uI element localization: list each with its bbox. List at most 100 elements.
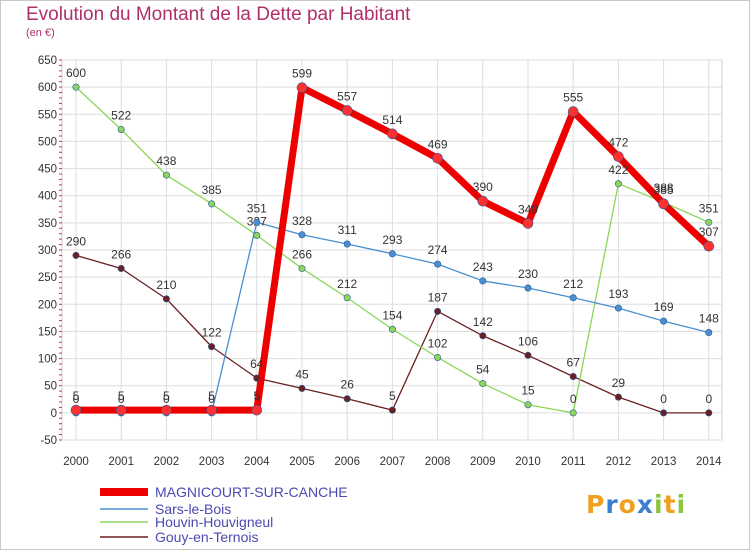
data-point-magnicourt-sur-canche <box>296 82 308 93</box>
y-tick-label: 650 <box>38 55 57 67</box>
data-label-magnicourt-sur-canche: 555 <box>563 91 583 105</box>
data-label-gouy-en-ternois: 45 <box>295 367 309 381</box>
x-tick-label: 2011 <box>561 456 586 468</box>
data-point-houvin-houvigneul <box>479 380 487 388</box>
y-tick-label: 400 <box>38 191 57 203</box>
data-label-sars-le-bois: 243 <box>473 260 493 274</box>
x-tick-label: 2014 <box>696 456 722 468</box>
data-label-sars-le-bois: 293 <box>382 233 402 247</box>
data-label-houvin-houvigneul: 266 <box>292 247 312 261</box>
data-point-houvin-houvigneul <box>434 353 442 361</box>
data-label-gouy-en-ternois: 187 <box>428 290 448 304</box>
data-label-houvin-houvigneul: 522 <box>111 108 131 122</box>
x-tick-label: 2001 <box>108 456 134 468</box>
data-label-sars-le-bois: 148 <box>699 312 719 326</box>
data-point-gouy-en-ternois <box>524 351 532 359</box>
data-label-magnicourt-sur-canche: 469 <box>428 137 448 151</box>
data-label-sars-le-bois: 230 <box>518 267 538 281</box>
data-label-sars-le-bois: 0 <box>163 392 170 406</box>
data-point-gouy-en-ternois <box>388 406 396 414</box>
x-tick-label: 2005 <box>289 456 315 468</box>
data-label-gouy-en-ternois: 266 <box>111 247 131 261</box>
proxiti-logo: Proxiti <box>586 490 686 519</box>
x-tick-label: 2004 <box>244 456 270 468</box>
data-label-sars-le-bois: 274 <box>428 243 448 257</box>
data-label-houvin-houvigneul: 438 <box>156 154 176 168</box>
y-tick-label: 50 <box>44 381 57 393</box>
logo-letter: r <box>605 490 619 519</box>
data-point-houvin-houvigneul <box>72 83 80 91</box>
y-tick-label: 300 <box>38 245 57 257</box>
logo-letter: x <box>636 490 654 519</box>
data-label-sars-le-bois: 169 <box>654 300 674 314</box>
data-point-gouy-en-ternois <box>434 307 442 315</box>
data-label-houvin-houvigneul: 54 <box>476 363 490 377</box>
data-point-houvin-houvigneul <box>343 294 351 302</box>
logo-letter: t <box>663 490 677 519</box>
data-label-houvin-houvigneul: 212 <box>337 277 357 291</box>
data-label-magnicourt-sur-canche: 5 <box>253 389 260 403</box>
data-point-magnicourt-sur-canche <box>567 106 579 117</box>
logo-letter: i <box>654 490 664 519</box>
data-point-sars-le-bois <box>705 329 713 337</box>
data-point-magnicourt-sur-canche <box>658 198 669 210</box>
data-label-sars-le-bois: 212 <box>563 277 583 291</box>
chart-subtitle: (en €) <box>26 27 55 39</box>
data-label-houvin-houvigneul: 600 <box>66 66 86 80</box>
x-tick-label: 2008 <box>425 456 451 468</box>
data-label-gouy-en-ternois: 64 <box>250 357 264 371</box>
data-point-sars-le-bois <box>388 250 396 258</box>
x-tick-label: 2010 <box>515 456 541 468</box>
data-label-sars-le-bois: 311 <box>338 223 357 237</box>
data-label-gouy-en-ternois: 26 <box>341 378 355 392</box>
data-point-houvin-houvigneul <box>388 325 396 333</box>
data-point-magnicourt-sur-canche <box>432 152 443 164</box>
data-point-magnicourt-sur-canche <box>161 404 172 416</box>
data-point-magnicourt-sur-canche <box>70 404 82 416</box>
chart-title: Evolution du Montant de la Dette par Hab… <box>26 4 411 25</box>
data-point-houvin-houvigneul <box>614 180 622 188</box>
data-label-houvin-houvigneul: 0 <box>570 392 577 406</box>
data-point-sars-le-bois <box>614 304 622 312</box>
data-point-houvin-houvigneul <box>524 401 532 409</box>
logo-letter: o <box>618 490 637 519</box>
data-label-magnicourt-sur-canche: 557 <box>337 89 357 103</box>
data-point-sars-le-bois <box>569 294 577 302</box>
y-tick-label: 100 <box>38 354 57 366</box>
data-point-gouy-en-ternois <box>705 409 713 417</box>
y-tick-label: 200 <box>38 299 57 311</box>
data-point-gouy-en-ternois <box>569 372 577 380</box>
data-point-houvin-houvigneul <box>208 200 216 208</box>
data-point-magnicourt-sur-canche <box>115 404 127 416</box>
data-point-gouy-en-ternois <box>343 395 351 403</box>
data-point-gouy-en-ternois <box>479 332 487 340</box>
legend-label-gouy-en-ternois: Gouy-en-Ternois <box>155 529 259 545</box>
data-label-houvin-houvigneul: 15 <box>521 384 535 398</box>
data-label-magnicourt-sur-canche: 385 <box>654 183 674 197</box>
data-label-magnicourt-sur-canche: 307 <box>699 225 719 239</box>
data-label-sars-le-bois: 0 <box>118 392 125 406</box>
x-tick-label: 2006 <box>334 456 360 468</box>
data-label-sars-le-bois: 351 <box>247 201 267 215</box>
y-tick-label: 350 <box>38 218 57 230</box>
data-point-gouy-en-ternois <box>72 251 80 259</box>
data-point-sars-le-bois <box>524 284 532 292</box>
data-point-magnicourt-sur-canche <box>206 404 217 416</box>
logo-letter: i <box>676 490 687 519</box>
data-point-gouy-en-ternois <box>117 264 125 272</box>
y-tick-label: 450 <box>38 164 57 176</box>
data-label-gouy-en-ternois: 122 <box>202 326 222 340</box>
data-point-magnicourt-sur-canche <box>477 195 489 207</box>
data-point-magnicourt-sur-canche <box>613 151 624 162</box>
data-point-magnicourt-sur-canche <box>522 218 534 229</box>
data-label-magnicourt-sur-canche: 599 <box>292 67 312 81</box>
data-point-houvin-houvigneul <box>705 218 713 226</box>
data-label-gouy-en-ternois: 142 <box>473 315 493 329</box>
legend-label-sars-le-bois: Sars-le-Bois <box>155 501 231 517</box>
x-tick-label: 2000 <box>63 456 89 468</box>
y-tick-label: 600 <box>38 82 57 94</box>
data-point-gouy-en-ternois <box>298 384 306 392</box>
data-point-sars-le-bois <box>253 218 261 226</box>
